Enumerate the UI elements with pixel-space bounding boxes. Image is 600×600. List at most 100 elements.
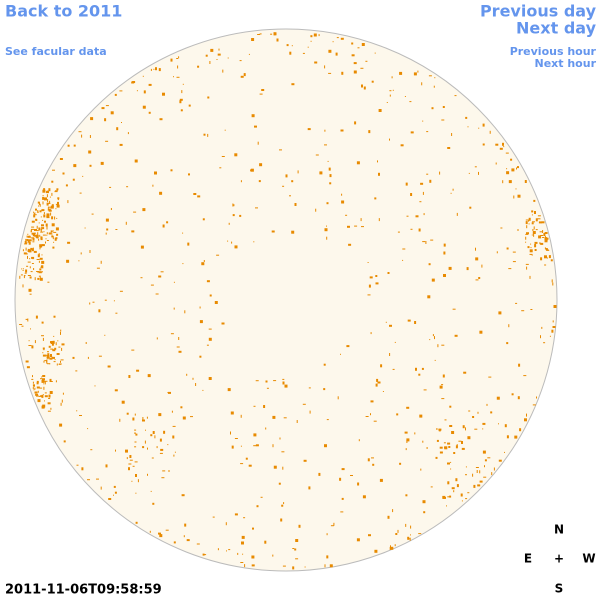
facula: [187, 242, 190, 246]
facula: [531, 234, 533, 236]
facula: [206, 344, 209, 346]
facula: [207, 96, 210, 99]
facula: [551, 279, 553, 283]
facula: [340, 37, 344, 40]
facula: [525, 221, 528, 225]
facula: [409, 101, 412, 103]
facula: [46, 354, 50, 357]
back-link[interactable]: Back to 2011: [5, 2, 122, 21]
facula: [26, 235, 28, 238]
facular-link[interactable]: See facular data: [5, 45, 107, 58]
facula: [479, 330, 483, 334]
facula: [483, 476, 487, 478]
facula: [72, 178, 75, 181]
facula: [250, 168, 254, 172]
facula: [291, 180, 294, 183]
facula: [389, 90, 392, 92]
facula: [456, 212, 458, 216]
facula: [385, 321, 387, 323]
facula: [441, 384, 444, 386]
facula: [544, 247, 546, 250]
facula: [452, 308, 456, 310]
facula: [376, 378, 379, 382]
facula: [34, 340, 36, 344]
facula: [31, 248, 34, 252]
facula: [282, 381, 285, 385]
facula: [370, 400, 374, 403]
facula: [159, 534, 163, 538]
next-day-link[interactable]: Next day: [516, 19, 597, 38]
facula: [371, 457, 374, 459]
facula: [179, 98, 183, 101]
facula: [33, 211, 34, 213]
facula: [467, 492, 470, 494]
facula: [39, 244, 43, 248]
facula: [47, 208, 51, 211]
facula: [515, 302, 518, 304]
facula: [248, 53, 250, 55]
facula: [283, 417, 287, 419]
facula: [419, 414, 423, 418]
facula: [180, 406, 183, 409]
facula: [253, 445, 257, 447]
compass-west: W: [582, 552, 595, 566]
facula: [314, 61, 318, 64]
facula: [540, 235, 544, 236]
facula: [21, 325, 24, 327]
facula: [439, 451, 443, 454]
previous-day-link[interactable]: Previous day: [480, 2, 597, 21]
facula: [294, 203, 297, 206]
next-hour-link[interactable]: Next hour: [535, 57, 597, 70]
facula: [498, 459, 502, 462]
facula: [216, 59, 218, 60]
facula: [155, 293, 159, 295]
facula: [272, 554, 274, 557]
facula: [53, 361, 56, 363]
facula: [421, 82, 423, 86]
facula: [115, 449, 116, 452]
compass-center: +: [554, 552, 564, 566]
facula: [357, 47, 360, 49]
facula: [202, 389, 204, 391]
facula: [399, 71, 403, 75]
facula: [96, 478, 99, 480]
facula: [183, 535, 185, 538]
facula: [148, 111, 151, 114]
facula: [465, 474, 467, 476]
facula: [372, 463, 375, 466]
facula: [389, 138, 390, 141]
facula: [58, 346, 61, 348]
facula: [467, 436, 471, 440]
facula: [33, 214, 36, 218]
facula: [512, 261, 516, 263]
facula: [105, 464, 108, 468]
facula: [41, 321, 44, 324]
facula: [208, 328, 212, 330]
facula: [49, 391, 53, 394]
facula: [302, 403, 306, 405]
facula: [214, 301, 218, 304]
facula: [30, 230, 32, 233]
facula: [264, 540, 267, 544]
facula: [37, 382, 39, 384]
facula: [170, 169, 173, 172]
facula: [230, 411, 234, 415]
facula: [255, 380, 259, 382]
facula: [341, 468, 345, 471]
facula: [36, 380, 39, 383]
facula: [265, 380, 268, 383]
facula: [531, 214, 533, 216]
previous-hour-link[interactable]: Previous hour: [510, 45, 597, 58]
facula: [406, 215, 409, 217]
facula: [48, 209, 52, 212]
facula: [423, 389, 427, 391]
facula: [419, 201, 422, 203]
facula: [36, 211, 39, 213]
facula: [55, 227, 59, 231]
facula: [31, 378, 34, 380]
facula: [461, 447, 465, 450]
facula: [240, 562, 244, 563]
compass-north: N: [554, 523, 564, 537]
facula: [53, 241, 55, 243]
